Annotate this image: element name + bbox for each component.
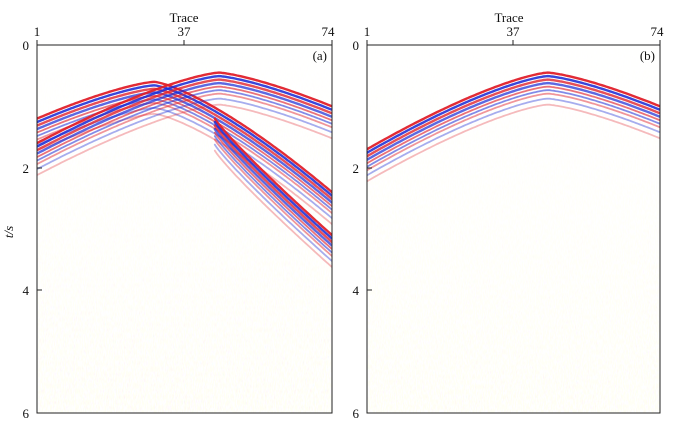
panel-b-x-tick-74: 74 [651, 24, 665, 39]
panel-a-y-tick-4: 4 [23, 283, 30, 298]
event-a-2-band-3 [213, 127, 332, 247]
panel-a-events [37, 71, 332, 268]
panel-b-x-axis: 1 37 74 Trace [364, 10, 664, 45]
event-a-1-band-8 [37, 103, 332, 176]
event-a-1-band-0 [37, 71, 332, 145]
event-a-1-band-7 [37, 97, 332, 170]
panel-b-y-tick-0: 0 [353, 38, 360, 53]
panel-a-x-axis: 1 37 74 Trace [34, 10, 335, 45]
event-a-2-band-2 [213, 124, 332, 244]
event-a-0-band-6 [37, 101, 332, 215]
panel-b: 1 37 74 Trace 0 2 4 6 (b) [353, 10, 665, 421]
panel-a-y-tick-0: 0 [23, 38, 30, 53]
event-b-0-band-2 [367, 78, 660, 158]
event-b-0-band-4 [367, 85, 660, 165]
panel-a-y-axis: 0 2 4 6 [23, 38, 42, 421]
event-a-1-band-2 [37, 78, 332, 152]
panel-b-y-tick-6: 6 [353, 406, 360, 421]
event-b-0-band-0 [367, 71, 660, 151]
event-a-0-band-5 [37, 98, 332, 211]
event-a-1-band-1 [37, 74, 332, 148]
event-a-0-band-4 [37, 94, 332, 208]
panel-a-y-tick-2: 2 [23, 161, 30, 176]
event-a-0-band-2 [37, 87, 332, 201]
event-a-2-band-5 [213, 135, 332, 254]
event-a-2-band-1 [213, 120, 332, 240]
y-axis-title: t/s [1, 226, 16, 238]
panel-b-y-axis: 0 2 4 6 [353, 38, 372, 421]
panel-b-y-tick-4: 4 [353, 283, 360, 298]
event-a-0-band-3 [37, 91, 332, 204]
panel-a-y-tick-6: 6 [23, 406, 30, 421]
event-a-2-band-4 [213, 131, 332, 250]
event-b-0-band-1 [367, 74, 660, 154]
event-a-2-band-6 [213, 138, 332, 257]
panel-a-x-tick-1: 1 [34, 24, 41, 39]
event-a-2-band-0 [213, 117, 332, 237]
event-a-2-band-8 [213, 149, 332, 268]
panel-a-image [37, 45, 332, 413]
event-a-0-band-1 [37, 84, 332, 197]
event-a-1-band-6 [37, 92, 332, 165]
event-b-0-band-6 [367, 92, 660, 172]
panel-b-x-axis-title: Trace [494, 10, 523, 25]
event-a-0-band-0 [37, 80, 332, 194]
event-a-2-band-7 [213, 143, 332, 262]
panel-b-events [367, 71, 660, 183]
panel-b-y-tick-2: 2 [353, 161, 360, 176]
panel-a-x-axis-title: Trace [169, 10, 198, 25]
event-a-1-band-3 [37, 81, 332, 155]
event-a-1-band-5 [37, 89, 332, 162]
panel-b-x-tick-37: 37 [507, 24, 521, 39]
event-b-0-band-7 [367, 97, 660, 177]
event-a-1-band-4 [37, 85, 332, 158]
panel-b-label: (b) [640, 48, 655, 63]
panel-a-label: (a) [313, 48, 327, 63]
event-a-0-band-8 [37, 112, 332, 226]
panel-a-x-tick-37: 37 [178, 24, 192, 39]
panel-b-x-tick-1: 1 [364, 24, 371, 39]
event-b-0-band-8 [367, 103, 660, 183]
panel-a: 1 37 74 Trace 0 2 4 6 (a) [23, 10, 336, 421]
panel-b-image [367, 45, 660, 413]
panel-a-x-tick-74: 74 [322, 24, 336, 39]
event-b-0-band-5 [367, 89, 660, 168]
event-b-0-band-3 [367, 81, 660, 161]
